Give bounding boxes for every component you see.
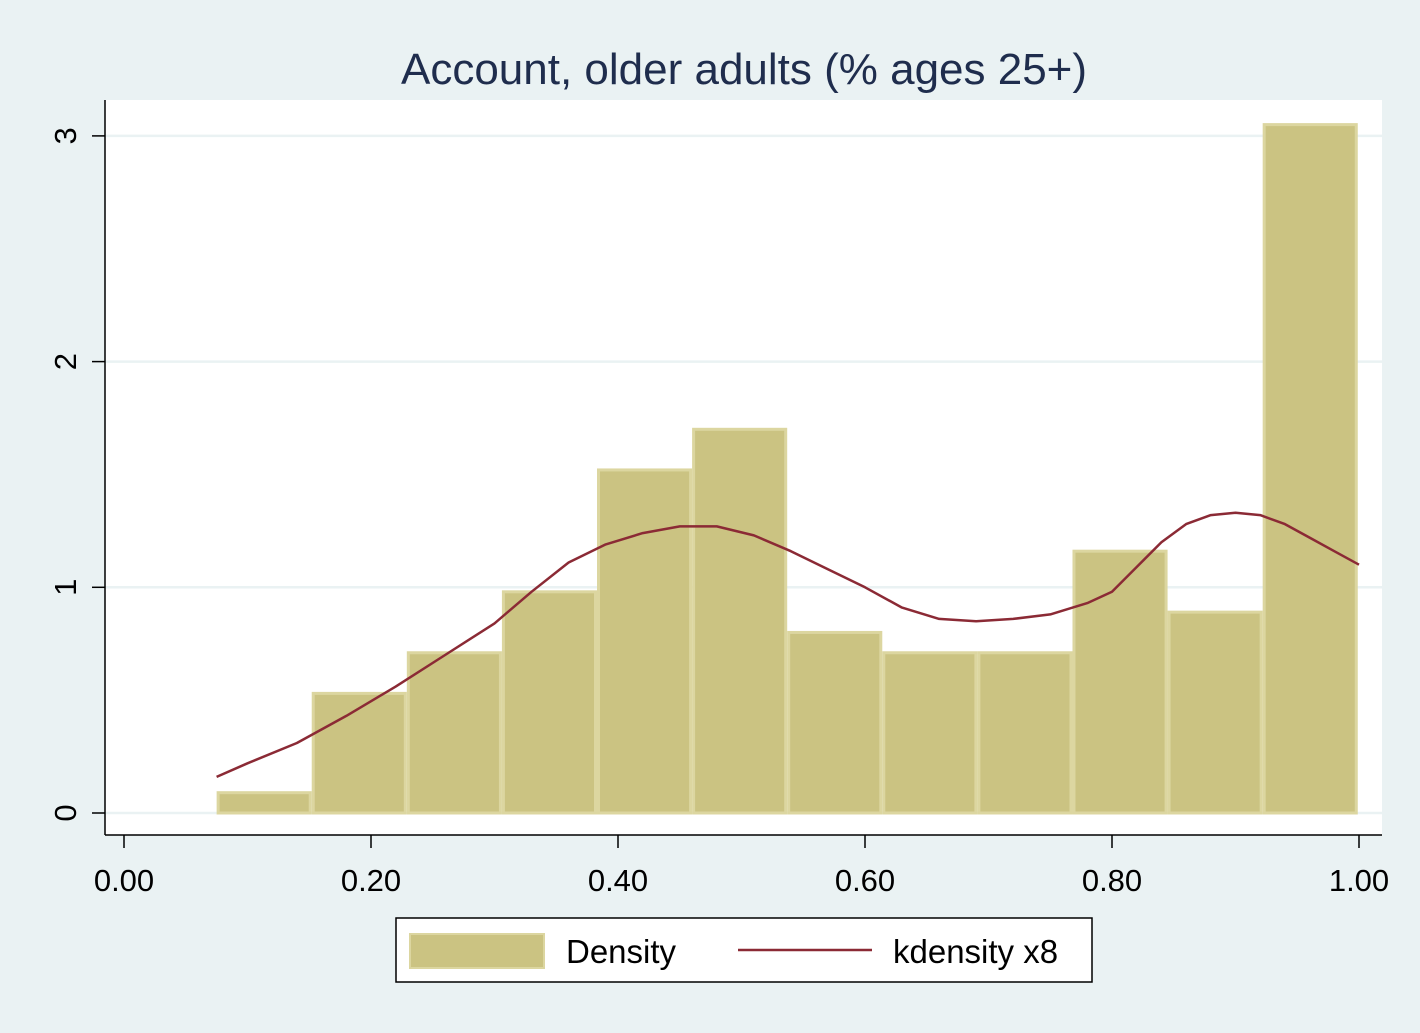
histogram-bar-2: [406, 651, 502, 815]
histogram-bar-8: [977, 651, 1073, 815]
histogram-bar-10: [1167, 610, 1263, 815]
x-tick-label-1: 0.20: [341, 863, 401, 898]
chart-title: Account, older adults (% ages 25+): [401, 45, 1087, 94]
x-tick-label-0: 0.00: [94, 863, 154, 898]
legend-density-swatch: [409, 933, 545, 969]
histogram-bar-6: [787, 630, 883, 815]
histogram-bar-11: [1262, 123, 1358, 815]
histogram-bars: [216, 123, 1358, 815]
x-tick-label-2: 0.40: [588, 863, 648, 898]
x-tick-label-4: 0.80: [1082, 863, 1142, 898]
histogram-bar-7: [882, 651, 978, 815]
y-tick-label-3: 3: [48, 127, 83, 144]
y-axis: 0 1 2 3: [48, 127, 105, 822]
y-tick-label-0: 0: [48, 804, 83, 821]
legend-density-label: Density: [566, 933, 677, 970]
y-tick-label-1: 1: [48, 579, 83, 596]
legend: Density kdensity x8: [395, 917, 1093, 983]
histogram-bar-9: [1072, 549, 1168, 815]
legend-kdensity-label: kdensity x8: [893, 933, 1058, 970]
kdensity-line: [216, 511, 1360, 779]
histogram-bar-5: [692, 427, 788, 815]
histogram-bar-3: [501, 590, 598, 815]
x-tick-label-5: 1.00: [1329, 863, 1389, 898]
histogram-bar-1: [311, 691, 407, 815]
y-tick-label-2: 2: [48, 353, 83, 370]
kdensity-line-layer: [216, 511, 1360, 779]
histogram-bar-4: [597, 468, 693, 815]
histogram-bar-0: [216, 791, 312, 815]
x-tick-label-3: 0.60: [835, 863, 895, 898]
x-axis: 0.00 0.20 0.40 0.60 0.80 1.00: [94, 835, 1389, 898]
